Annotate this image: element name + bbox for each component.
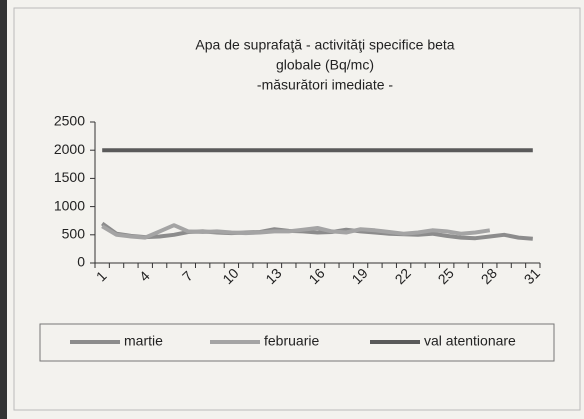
y-tick-label: 0: [77, 254, 85, 270]
legend-label: februarie: [264, 333, 319, 349]
chart-title: globale (Bq/mc): [276, 57, 374, 73]
y-tick-label: 1500: [54, 169, 85, 185]
y-tick-label: 2000: [54, 141, 85, 157]
legend-label: martie: [124, 333, 163, 349]
chart-frame: [13, 7, 581, 411]
legend-box: [39, 323, 555, 362]
y-tick-label: 500: [62, 226, 86, 242]
chart-title: Apa de suprafaţă - activităţi specifice …: [195, 37, 454, 53]
y-tick-label: 2500: [54, 113, 85, 129]
series-line: [101, 221, 533, 241]
series-line: [101, 223, 491, 240]
chart-subtitle: -măsurători imediate -: [257, 77, 393, 93]
legend-label: val atentionare: [424, 333, 516, 349]
y-tick-label: 1000: [54, 197, 85, 213]
left-edge: [0, 0, 7, 419]
